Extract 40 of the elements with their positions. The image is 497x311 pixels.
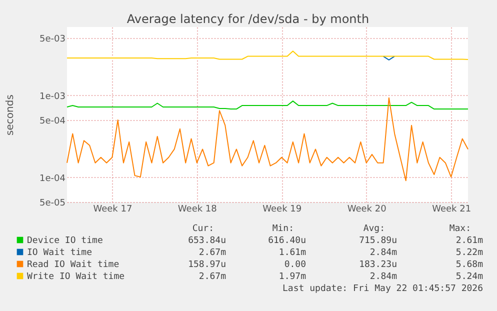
legend-label: Device IO time [27,236,103,246]
x-tick-label: Week 18 [178,204,218,214]
text: 183.23u [359,260,397,270]
text: 2.84m [370,272,397,282]
text: 1.97m [278,272,306,282]
chart-title: Average latency for /dev/sda - by month [126,12,370,26]
text: 653.84u [188,236,226,246]
x-tick-label: Week 17 [93,204,132,214]
legend-label: Read IO Wait time [27,260,120,270]
text: 2.61m [456,236,483,246]
text: 2.84m [370,248,397,258]
x-tick-label: Week 19 [262,204,302,214]
text: 2.67m [198,272,226,282]
y-tick-label: 5e-03 [40,34,66,44]
text: 158.97u [188,260,226,270]
y-tick-label: 1e-04 [40,174,66,184]
text: 2.67m [198,248,226,258]
y-axis-title: seconds [5,94,16,136]
legend-label: IO Wait time [27,248,92,258]
text: 5.68m [456,260,483,270]
x-tick-label: Week 21 [432,204,472,214]
text: Cur: [192,224,214,234]
text: Max: [449,224,471,234]
text: Min: [272,224,294,234]
text: Last update: Fri May 22 01:45:57 2026 [282,284,483,294]
text: 0.00 [284,260,306,270]
text: Avg: [363,224,385,234]
text: 5.22m [456,248,483,258]
text: 1.61m [278,248,306,258]
legend-label: Write IO Wait time [27,272,125,282]
text: 715.89u [359,236,397,246]
x-tick-label: Week 20 [347,204,387,214]
line-series [66,97,468,182]
line-series [66,50,468,60]
y-tick-label: 5e-04 [40,116,66,126]
y-tick-label: 1e-03 [40,92,66,102]
y-tick-label: 5e-05 [40,198,66,208]
line-series [66,100,468,110]
text: 5.24m [456,272,483,282]
text: 616.40u [268,236,306,246]
